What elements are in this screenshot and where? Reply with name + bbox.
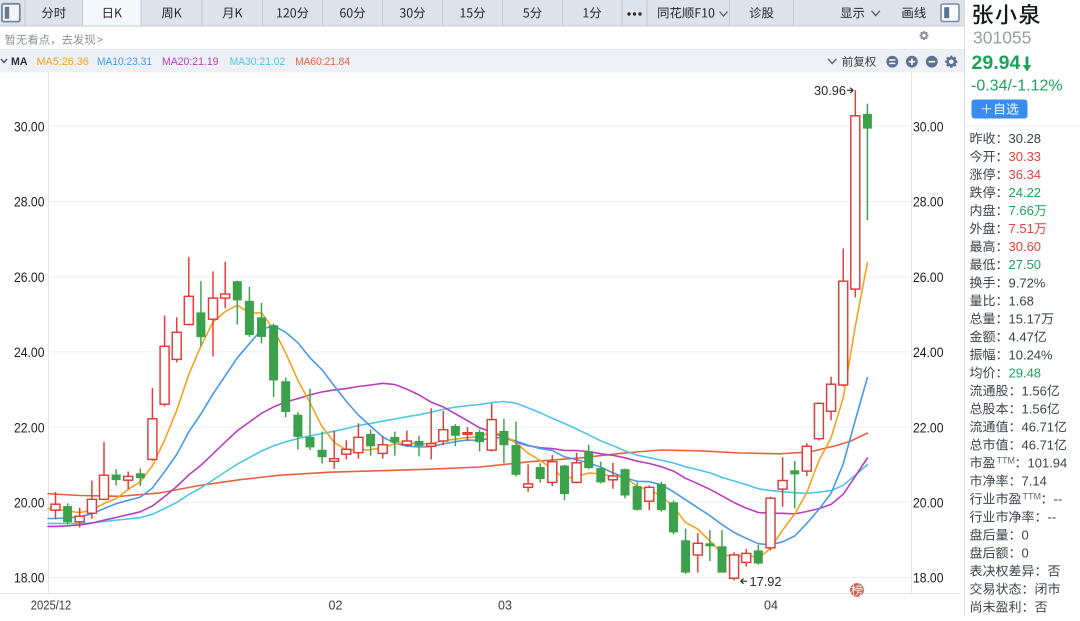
svg-text:MA30:21.02: MA30:21.02	[230, 56, 286, 68]
svg-text:-0.34/-1.12%: -0.34/-1.12%	[971, 77, 1063, 94]
svg-text:28.00: 28.00	[913, 194, 944, 210]
svg-text:30.00: 30.00	[14, 119, 45, 135]
svg-text:TTM: TTM	[1023, 492, 1042, 502]
svg-text:1.68: 1.68	[1009, 293, 1034, 308]
svg-text:22.00: 22.00	[14, 419, 45, 435]
svg-text:36.34: 36.34	[1009, 167, 1042, 182]
svg-text:7.14: 7.14	[1022, 473, 1047, 488]
svg-text:301055: 301055	[973, 27, 1031, 47]
svg-text:27.50: 27.50	[1009, 257, 1042, 272]
svg-text:20.00: 20.00	[14, 495, 45, 511]
svg-text:101.94: 101.94	[1028, 455, 1068, 470]
svg-text:2025/12: 2025/12	[31, 599, 72, 613]
svg-text:28.00: 28.00	[14, 194, 45, 210]
svg-text:29.94: 29.94	[972, 52, 1021, 74]
svg-text:MA60:21.84: MA60:21.84	[295, 56, 350, 68]
svg-text:22.00: 22.00	[913, 419, 944, 435]
svg-text:--: --	[1054, 492, 1063, 507]
svg-text:4.47: 4.47	[1009, 329, 1034, 344]
svg-text:MA: MA	[11, 56, 28, 68]
svg-text:03: 03	[498, 599, 512, 613]
svg-text:02: 02	[329, 599, 343, 613]
svg-text:MA20:21.19: MA20:21.19	[162, 56, 219, 68]
svg-text:1.56: 1.56	[1022, 401, 1047, 416]
svg-text:0: 0	[1022, 546, 1029, 561]
svg-text:46.71: 46.71	[1022, 437, 1055, 452]
svg-text:7.66: 7.66	[1009, 203, 1034, 218]
svg-text:TTM: TTM	[997, 456, 1016, 466]
svg-text:04: 04	[764, 599, 778, 613]
svg-text:29.48: 29.48	[1009, 365, 1042, 380]
svg-text:10.24%: 10.24%	[1009, 347, 1054, 362]
svg-text:18.00: 18.00	[14, 570, 45, 586]
svg-text:24.00: 24.00	[14, 344, 45, 360]
svg-text:MA10:23.31: MA10:23.31	[97, 56, 152, 68]
svg-text:26.00: 26.00	[913, 269, 944, 285]
svg-text:17.92: 17.92	[750, 574, 782, 589]
svg-text:24.22: 24.22	[1009, 185, 1042, 200]
svg-text:15.17: 15.17	[1009, 311, 1042, 326]
svg-text:--: --	[1048, 510, 1057, 525]
svg-text:0: 0	[1022, 528, 1029, 543]
svg-text:26.00: 26.00	[14, 269, 45, 285]
svg-text:30.28: 30.28	[1009, 131, 1042, 146]
svg-text:30.96: 30.96	[814, 83, 846, 98]
svg-text:MA5:26.36: MA5:26.36	[37, 56, 89, 68]
svg-text:30.00: 30.00	[913, 119, 944, 135]
svg-text:30.60: 30.60	[1009, 239, 1042, 254]
svg-text:24.00: 24.00	[913, 344, 944, 360]
svg-text:7.51: 7.51	[1009, 221, 1034, 236]
svg-text:1.56: 1.56	[1022, 383, 1047, 398]
svg-text:46.71: 46.71	[1022, 419, 1055, 434]
svg-text:18.00: 18.00	[913, 570, 944, 586]
svg-text:9.72%: 9.72%	[1009, 275, 1046, 290]
svg-text:20.00: 20.00	[913, 495, 944, 511]
svg-text:30.33: 30.33	[1009, 149, 1042, 164]
